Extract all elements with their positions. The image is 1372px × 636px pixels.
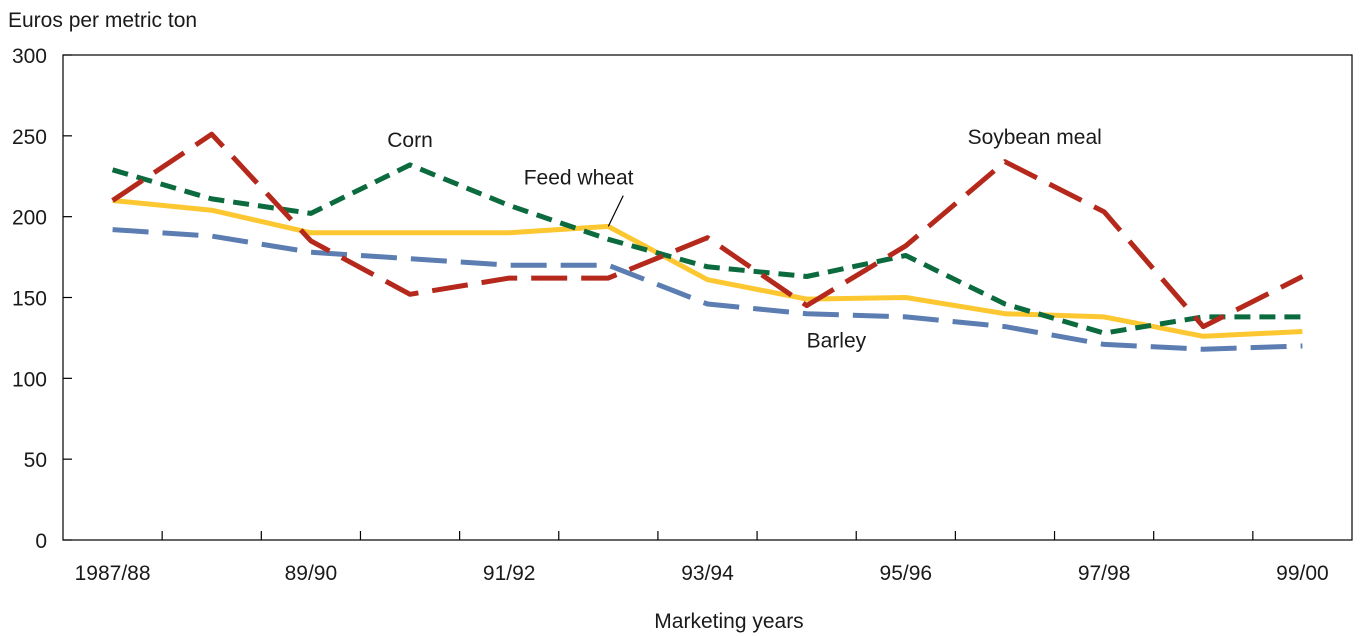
- x-tick-label: 91/92: [483, 562, 536, 585]
- y-axis-title: Euros per metric ton: [8, 9, 197, 32]
- series-label-feed-wheat: Feed wheat: [524, 166, 634, 189]
- series-label-soybean-meal: Soybean meal: [968, 126, 1102, 149]
- x-tick-label: 99/00: [1276, 562, 1329, 585]
- series-label-barley: Barley: [807, 330, 867, 353]
- series-line-corn: [111, 162, 1303, 336]
- series-line-soybean-meal: [111, 131, 1304, 330]
- feed-wheat-leader-line: [607, 195, 624, 227]
- y-tick-label: 100: [12, 368, 47, 391]
- x-tick-label: 93/94: [681, 562, 734, 585]
- plot-area-border: [62, 54, 1353, 541]
- series-line-feed-wheat: [112, 198, 1303, 339]
- x-tick-label: 1987/88: [75, 562, 151, 585]
- x-tick-label: 89/90: [285, 562, 338, 585]
- y-tick-label: 50: [24, 449, 47, 472]
- x-tick-label: 95/96: [880, 562, 933, 585]
- y-tick-label: 200: [12, 207, 47, 230]
- y-tick-label: 300: [12, 45, 47, 68]
- x-axis-title: Marketing years: [654, 610, 803, 633]
- y-tick-label: 250: [12, 126, 47, 149]
- y-tick-label: 150: [12, 288, 47, 311]
- series-label-corn: Corn: [387, 129, 433, 152]
- y-tick-label: 0: [35, 530, 47, 553]
- x-tick-label: 97/98: [1078, 562, 1131, 585]
- series-line-barley: [112, 227, 1303, 352]
